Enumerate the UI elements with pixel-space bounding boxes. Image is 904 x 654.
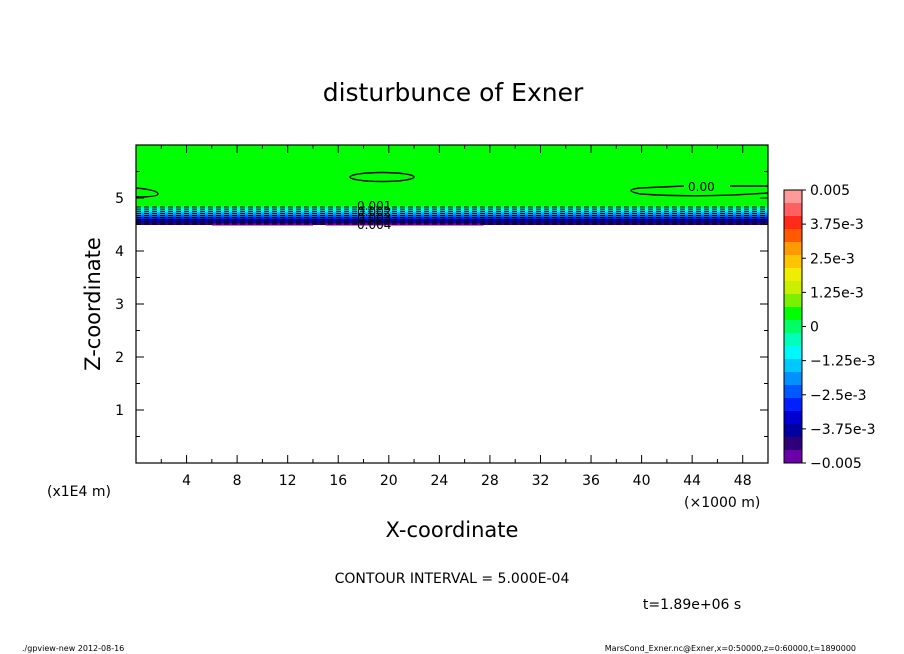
band-zero bbox=[136, 145, 768, 206]
negative-contours bbox=[136, 206, 768, 225]
colorbar-label: −3.75e-3 bbox=[810, 422, 875, 438]
x-tick-label: 28 bbox=[481, 473, 499, 489]
colorbar-swatch bbox=[784, 203, 802, 217]
y-tick-label: 4 bbox=[115, 244, 124, 260]
zero-contour-closed bbox=[349, 171, 415, 183]
band-negative bbox=[136, 211, 768, 214]
colorbar: 0.005 3.75e-3 2.5e-3 1.25e-3 0 −1.25e-3 −2.5e-… bbox=[783, 183, 875, 472]
colorbar-swatch bbox=[784, 190, 802, 204]
colorbar-swatch bbox=[784, 424, 802, 438]
colorbar-swatch bbox=[784, 346, 802, 360]
x-tick-label: 44 bbox=[683, 473, 701, 489]
colorbar-swatch bbox=[784, 216, 802, 230]
band-negative bbox=[136, 217, 768, 220]
x-tick-label: 4 bbox=[182, 473, 191, 489]
contour-label-2: 0.002 bbox=[357, 205, 391, 219]
colorbar-swatch bbox=[784, 359, 802, 373]
y-axis: 1 2 3 4 5 bbox=[115, 171, 768, 437]
y-tick-label: 5 bbox=[115, 191, 124, 207]
colorbar-swatch bbox=[784, 437, 802, 451]
colorbar-label: 2.5e-3 bbox=[810, 251, 855, 267]
band-min-streak bbox=[211, 223, 313, 226]
colorbar-swatch bbox=[784, 450, 802, 464]
colorbar-swatch bbox=[784, 307, 802, 321]
contour-interval: CONTOUR INTERVAL = 5.000E-04 bbox=[335, 571, 570, 587]
footer-left: ./gpview-new 2012-08-16 bbox=[22, 644, 124, 653]
band-min-streak bbox=[325, 223, 484, 226]
x-tick-label: 24 bbox=[430, 473, 448, 489]
contour-label-3: 0.003 bbox=[357, 211, 391, 225]
band-negative bbox=[136, 215, 768, 218]
x-tick-label: 20 bbox=[380, 473, 398, 489]
zero-contours bbox=[135, 171, 769, 198]
colorbar-swatch bbox=[784, 398, 802, 412]
time-label: t=1.89e+06 s bbox=[643, 597, 741, 613]
contour-label-4: 0.004 bbox=[357, 218, 391, 232]
y-unit-label: (x1E4 m) bbox=[47, 484, 111, 500]
contour-label-1: 0.001 bbox=[357, 199, 391, 213]
colorbar-swatch bbox=[784, 242, 802, 256]
colorbar-swatch bbox=[784, 333, 802, 347]
colorbar-swatch bbox=[784, 320, 802, 334]
x-unit-label: (×1000 m) bbox=[684, 495, 760, 511]
colorbar-swatch bbox=[784, 385, 802, 399]
colorbar-label: −2.5e-3 bbox=[810, 388, 867, 404]
colorbar-label: 0 bbox=[810, 320, 819, 336]
x-tick-label: 32 bbox=[532, 473, 550, 489]
colorbar-label: −0.005 bbox=[810, 456, 862, 472]
colorbar-label: 1.25e-3 bbox=[810, 285, 864, 301]
chart-title: disturbunce of Exner bbox=[323, 78, 584, 107]
colorbar-swatch bbox=[784, 411, 802, 425]
colorbar-label: −1.25e-3 bbox=[810, 354, 875, 370]
y-tick-label: 2 bbox=[115, 350, 124, 366]
y-tick-label: 1 bbox=[115, 403, 124, 419]
band-negative bbox=[136, 213, 768, 216]
x-tick-label: 12 bbox=[279, 473, 297, 489]
colorbar-swatch bbox=[784, 255, 802, 269]
colorbar-label: 0.005 bbox=[810, 183, 850, 199]
x-tick-label: 40 bbox=[633, 473, 651, 489]
x-axis-title: X-coordinate bbox=[386, 518, 519, 542]
zero-contour-right bbox=[630, 185, 769, 197]
x-tick-label: 36 bbox=[582, 473, 600, 489]
colorbar-swatch bbox=[784, 281, 802, 295]
x-tick-label: 8 bbox=[233, 473, 242, 489]
y-tick-label: 3 bbox=[115, 297, 124, 313]
colorbar-swatch bbox=[784, 268, 802, 282]
colorbar-swatch bbox=[784, 372, 802, 386]
colorbar-label: 3.75e-3 bbox=[810, 217, 864, 233]
contour-label-zero: 0.00 bbox=[688, 180, 715, 194]
colorbar-swatch bbox=[784, 229, 802, 243]
x-tick-label: 16 bbox=[329, 473, 347, 489]
x-tick-label: 48 bbox=[734, 473, 752, 489]
zero-contour-left bbox=[135, 187, 159, 198]
x-axis: 4 8 12 16 20 24 28 32 36 40 44 48 bbox=[160, 145, 752, 489]
colorbar-swatch bbox=[784, 294, 802, 308]
footer-right: MarsCond_Exner.nc@Exner,x=0:50000,z=0:60… bbox=[605, 644, 856, 653]
y-axis-title: Z-coordinate bbox=[81, 237, 105, 371]
